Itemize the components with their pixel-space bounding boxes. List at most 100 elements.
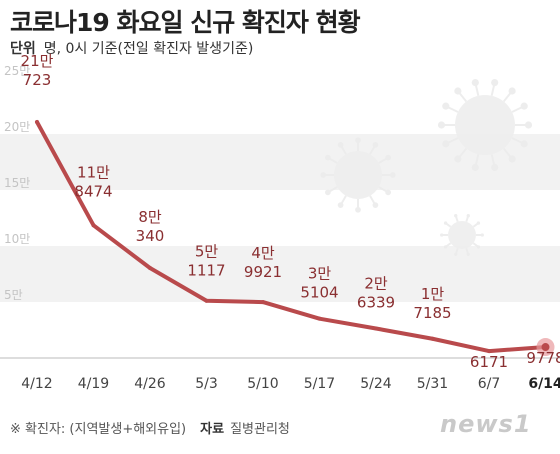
virus-spike-tip <box>476 245 481 249</box>
virus-spike-tip <box>454 155 462 163</box>
data-point <box>204 298 209 303</box>
virus-spike-tip <box>389 172 396 178</box>
virus-spike-tip <box>437 121 446 129</box>
x-tick-label: 5/3 <box>195 376 218 392</box>
virus-spike-tip <box>355 206 361 213</box>
virus-spike-tip <box>324 154 331 161</box>
x-tick-label: 5/31 <box>417 376 448 392</box>
x-tick-label: 5/24 <box>360 376 392 392</box>
x-axis: 4/12 4/19 4/26 5/3 5/10 5/17 5/24 5/31 6/7 6/14 <box>0 357 560 392</box>
virus-spike-tip <box>508 87 516 95</box>
y-tick-label: 15만 <box>4 176 30 190</box>
virus-spike-tip <box>454 214 458 218</box>
virus-spike-tip <box>440 233 444 237</box>
virus-icon <box>320 137 396 213</box>
footnote-text: ※ 확진자: (지역발생+해외유입) <box>10 422 187 437</box>
data-point <box>374 326 378 331</box>
page-title: 코로나19 화요일 신규 확진자 현황 <box>10 8 361 37</box>
data-point <box>261 300 265 305</box>
data-label: 7185 <box>413 304 451 322</box>
virus-spike-tip <box>324 189 331 196</box>
data-point <box>35 119 39 124</box>
y-tick-label: 5만 <box>4 288 23 302</box>
virus-decoration <box>320 78 533 256</box>
data-label: 21만 <box>21 52 54 70</box>
virus-spike-tip <box>442 102 450 110</box>
virus-spike-tip <box>454 87 462 95</box>
source-text: 질병관리청 <box>230 422 290 437</box>
virus-spike-tip <box>471 78 479 87</box>
virus-spike-tip <box>454 252 458 256</box>
data-label: 6171 <box>470 353 508 371</box>
series-path <box>35 119 548 354</box>
series-line <box>35 119 555 357</box>
virus-spike-tip <box>337 141 344 148</box>
footnote: ※ 확진자: (지역발생+해외유입) 자료 질병관리청 <box>10 418 290 437</box>
virus-spike-tip <box>491 78 499 87</box>
data-label: 9778 <box>526 349 560 367</box>
virus-spike-tip <box>491 163 499 172</box>
data-point <box>541 343 550 352</box>
virus-spike-tip <box>466 252 470 256</box>
data-label: 8474 <box>74 182 112 200</box>
virus-spike-tip <box>476 221 481 225</box>
virus-spike-tip <box>372 202 379 209</box>
virus-spike-tip <box>355 137 361 144</box>
data-label: 723 <box>23 71 52 89</box>
virus-spike-tip <box>372 141 379 148</box>
x-tick-label: 5/10 <box>247 376 278 392</box>
data-label: 11만 <box>77 163 110 181</box>
y-tick-label: 10만 <box>4 232 30 246</box>
virus-spike-tip <box>524 121 533 129</box>
virus-spike-tip <box>480 233 484 237</box>
data-label: 8만 <box>138 208 162 226</box>
data-label: 4만 <box>251 244 275 262</box>
virus-spike-tip <box>466 214 470 218</box>
virus-spike-tip <box>442 140 450 148</box>
grid-band <box>0 246 560 302</box>
data-label: 1만 <box>421 285 445 303</box>
x-tick-label: 4/12 <box>21 376 52 392</box>
virus-spike-tip <box>443 245 448 249</box>
x-tick-label: 6/14 <box>528 376 560 392</box>
data-label: 6339 <box>357 294 395 312</box>
data-point <box>148 266 152 271</box>
virus-body <box>448 221 476 249</box>
y-tick-label: 20만 <box>4 120 30 134</box>
virus-spike-tip <box>385 189 392 196</box>
x-tick-label: 4/19 <box>78 376 109 392</box>
virus-body <box>334 151 382 199</box>
data-point <box>430 336 435 341</box>
data-label: 5만 <box>195 243 219 261</box>
data-label: 340 <box>136 227 165 245</box>
data-label: 3만 <box>308 265 332 283</box>
y-axis-ticks: 5만 10만 15만 20만 25만 <box>4 64 30 302</box>
data-label: 1117 <box>187 262 225 280</box>
data-label: 9921 <box>244 263 282 281</box>
data-label: 2만 <box>364 275 388 293</box>
x-tick-label: 4/26 <box>134 376 166 392</box>
virus-body <box>455 95 515 155</box>
virus-spike-tip <box>337 202 344 209</box>
unit-note: 단위 명, 0시 기준(전일 확진자 발생기준) <box>10 38 253 58</box>
virus-spike-tip <box>508 155 516 163</box>
virus-icon <box>440 214 484 256</box>
y-tick-label: 25만 <box>4 64 30 78</box>
source-label: 자료 <box>200 422 225 437</box>
virus-spike-tip <box>520 102 528 110</box>
data-point <box>91 223 96 228</box>
data-point <box>317 316 322 321</box>
virus-spike-tip <box>520 140 528 148</box>
virus-spike-tip <box>443 221 448 225</box>
virus-spike-tip <box>385 154 392 161</box>
virus-spike-tip <box>320 172 327 178</box>
x-tick-label: 6/7 <box>478 376 501 392</box>
data-label: 5104 <box>300 284 338 302</box>
unit-text: 명, 0시 기준(전일 확진자 발생기준) <box>43 41 254 57</box>
virus-spike-tip <box>471 163 479 172</box>
x-tick-label: 5/17 <box>304 376 335 392</box>
virus-icon <box>437 78 533 172</box>
unit-label: 단위 <box>10 41 36 57</box>
